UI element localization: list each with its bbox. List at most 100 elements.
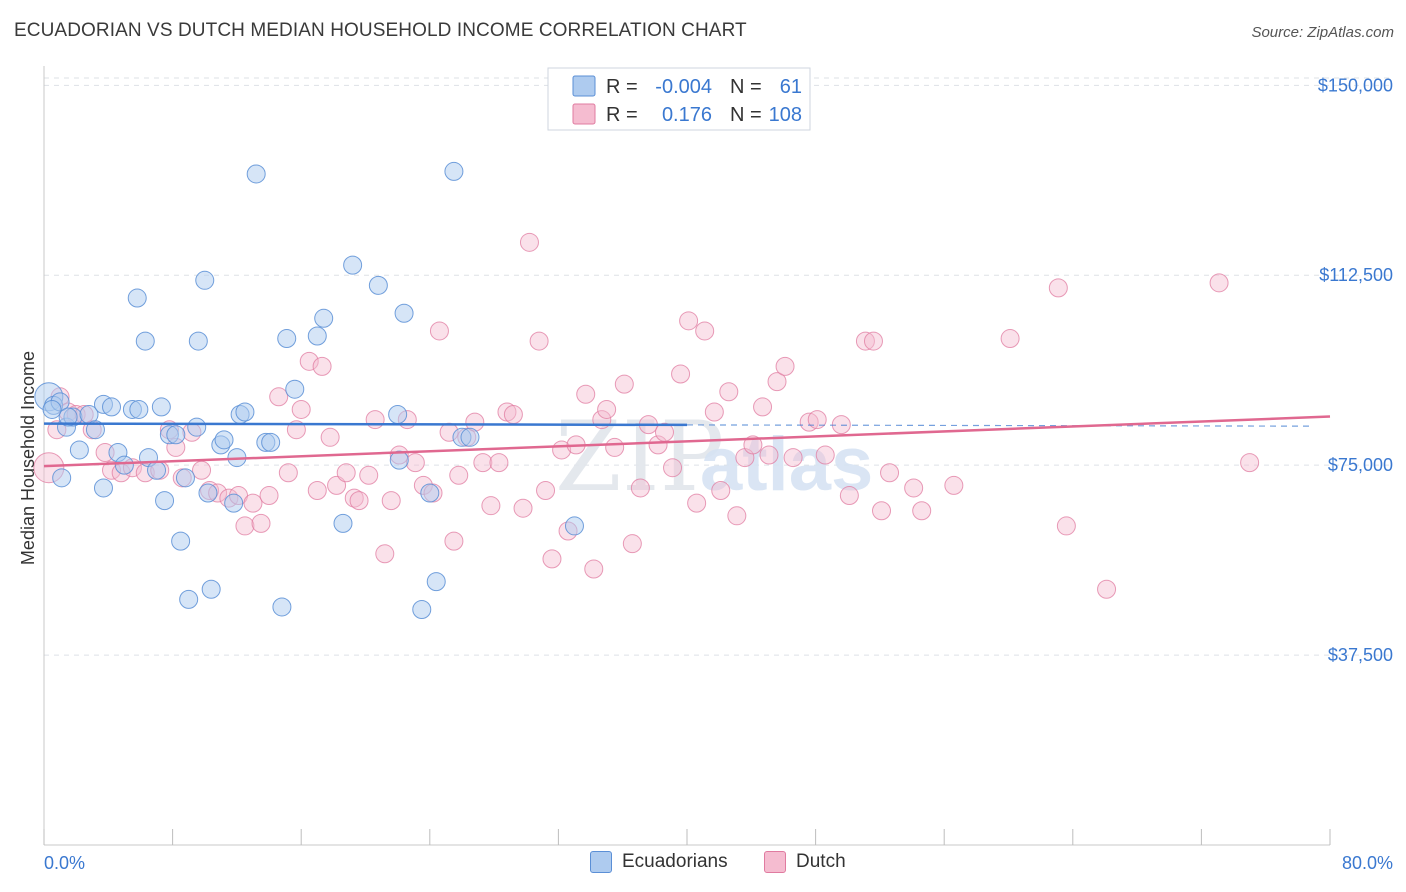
dutch-point: [259, 486, 279, 506]
dutch-series: [33, 232, 1260, 599]
ecuadorians-point: [412, 600, 432, 619]
dutch-point: [759, 445, 779, 465]
ecuadorians-point: [214, 430, 234, 450]
ecuadorians-point: [166, 425, 186, 445]
legend-n-value: 61: [780, 76, 802, 98]
ecuadorians-point: [187, 417, 207, 437]
ecuadorians-point: [127, 288, 147, 308]
dutch-point: [630, 478, 650, 498]
dutch-point: [359, 465, 379, 485]
x-tick-label: 0.0%: [44, 853, 85, 873]
dutch-point: [307, 480, 327, 500]
dutch-point: [807, 410, 827, 430]
dutch-point: [727, 506, 747, 526]
y-tick-label: $75,000: [1328, 455, 1393, 475]
ecuadorians-point: [388, 405, 408, 425]
legend-r-label: R =: [606, 104, 638, 126]
ecuadorians-point: [135, 331, 155, 351]
dutch-point: [251, 513, 271, 533]
dutch-point: [663, 458, 683, 478]
ecuadorians-point: [389, 450, 409, 470]
dutch-point: [687, 493, 707, 513]
dutch-point: [542, 549, 562, 569]
ecuadorians-point: [188, 331, 208, 351]
ecuadorians-point: [343, 255, 363, 275]
dutch-point: [605, 437, 625, 457]
ecuadorians-point: [460, 427, 480, 447]
legend-r-label: R =: [606, 76, 638, 98]
ecuadorians-point: [93, 478, 113, 498]
dutch-point: [767, 372, 787, 392]
ecuadorians-point: [246, 164, 266, 184]
dutch-point: [614, 374, 634, 394]
dutch-point: [944, 475, 964, 495]
dutch-point: [1209, 273, 1229, 293]
ecuadorians-point: [368, 275, 388, 295]
dutch-point: [695, 321, 715, 341]
ecuadorians-point: [426, 572, 446, 592]
legend-swatch-dutch: [764, 851, 786, 873]
dutch-point: [839, 486, 859, 506]
dutch-point: [444, 531, 464, 551]
dutch-point: [192, 460, 212, 480]
ecuadorians-point: [333, 513, 353, 533]
ecuadorians-point: [42, 399, 62, 419]
dutch-point: [381, 491, 401, 511]
legend-r-value: 0.176: [662, 104, 712, 126]
legend-n-value: 108: [769, 104, 802, 126]
trend-lines: [43, 415, 1331, 468]
dutch-point: [536, 480, 556, 500]
y-axis-label: Median Household Income: [18, 351, 38, 565]
ecuadorians-point: [155, 491, 175, 511]
ecuadorians-point: [85, 420, 105, 440]
dutch-point: [743, 435, 763, 455]
ecuadorians-point: [198, 483, 218, 503]
dutch-point: [783, 448, 803, 468]
dutch-point: [622, 534, 642, 554]
ecuadorians-trend-extension: [686, 424, 1314, 427]
legend-label-dutch: Dutch: [796, 851, 846, 872]
dutch-point: [719, 382, 739, 402]
ecuadorians-point: [307, 326, 327, 346]
ecuadorians-point: [235, 402, 255, 422]
ecuadorians-point: [58, 407, 78, 427]
legend-swatch-ecuadorians: [590, 851, 612, 873]
dutch-point: [1056, 516, 1076, 536]
legend-box: R = -0.004 N = 61 R = 0.176 N = 108: [547, 67, 811, 131]
dutch-point: [269, 387, 289, 407]
dutch-point: [278, 463, 298, 483]
y-tick-label: $37,500: [1328, 645, 1393, 665]
dutch-point: [529, 331, 549, 351]
dutch-point: [481, 496, 501, 516]
dutch-point: [336, 463, 356, 483]
legend-n-label: N =: [730, 76, 762, 98]
ecuadorians-point: [195, 270, 215, 290]
dutch-point: [513, 498, 533, 518]
dutch-point: [1097, 579, 1117, 599]
ecuadorians-point: [444, 161, 464, 181]
dutch-point: [815, 445, 835, 465]
y-tick-label: $150,000: [1318, 75, 1393, 95]
ecuadorians-point: [171, 531, 191, 551]
dutch-point: [503, 405, 523, 425]
dutch-point: [473, 453, 493, 473]
dutch-point: [312, 356, 332, 376]
dutch-point: [375, 544, 395, 564]
ecuadorians-trend-line: [43, 422, 688, 427]
dutch-point: [1240, 453, 1260, 473]
ecuadorians-point: [102, 397, 122, 417]
dutch-point: [904, 478, 924, 498]
chart-title: ECUADORIAN VS DUTCH MEDIAN HOUSEHOLD INC…: [14, 20, 747, 41]
dutch-point: [405, 453, 425, 473]
legend-swatch-ecuadorians: [572, 75, 596, 97]
dutch-point: [753, 397, 773, 417]
dutch-point: [648, 435, 668, 455]
dutch-point: [449, 465, 469, 485]
dutch-point: [584, 559, 604, 579]
dutch-point: [1048, 278, 1068, 298]
ecuadorians-point: [224, 493, 244, 513]
dutch-point: [597, 399, 617, 419]
dutch-point: [872, 501, 892, 521]
dutch-point: [775, 356, 795, 376]
